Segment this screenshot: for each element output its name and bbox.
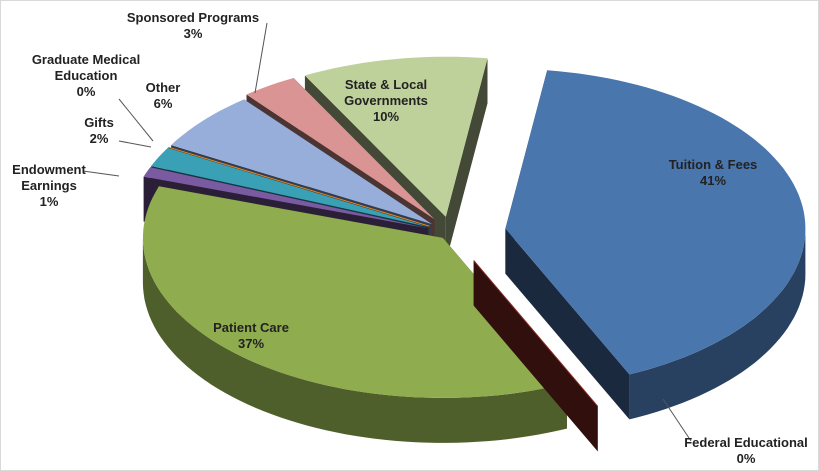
leader-line [118, 140, 152, 148]
leader-line [82, 170, 120, 177]
category-name: Graduate Medical Education [31, 52, 141, 83]
value-label: 41% [699, 173, 727, 188]
leader-line [254, 22, 268, 94]
slice-label: Sponsored Programs 3% [113, 10, 273, 42]
slice-top [304, 56, 488, 217]
category-name: Sponsored Programs [126, 10, 260, 25]
value-label: 10% [372, 109, 400, 124]
slice-label: Federal Educational 0% [671, 435, 818, 467]
slice-wall [445, 58, 488, 262]
category-name: Other [145, 80, 181, 95]
slice-top [171, 99, 432, 225]
category-name: Patient Care [213, 320, 289, 335]
leader-line [118, 98, 154, 142]
slice-label: Gifts 2% [69, 115, 129, 147]
slice-side [142, 237, 567, 443]
slice-label: Graduate Medical Education 0% [26, 52, 146, 100]
slice-wall [505, 228, 630, 420]
slice-top [473, 260, 599, 407]
category-name: Federal Educational [684, 435, 808, 450]
value-label: 3% [183, 26, 203, 41]
slice-label: Endowment Earnings 1% [4, 162, 94, 210]
value-label: 2% [89, 131, 109, 146]
slice-side [629, 228, 806, 420]
slice-wall [473, 260, 598, 452]
slice-top [151, 147, 429, 227]
category-name: Endowment Earnings [12, 162, 86, 193]
value-label: 1% [39, 194, 59, 209]
category-name: Tuition & Fees [668, 157, 758, 172]
slice-top [143, 186, 567, 398]
leader-line [662, 398, 692, 442]
slice-label: Other 6% [133, 80, 193, 112]
slice-label: Patient Care 37% [191, 320, 311, 352]
slice-top [143, 167, 428, 229]
slice-top [168, 146, 430, 227]
value-label: 6% [153, 96, 173, 111]
category-name: Gifts [84, 115, 114, 130]
category-name: State & Local Governments [344, 77, 428, 108]
slice-top [246, 78, 435, 220]
value-label: 37% [237, 336, 265, 351]
slice [505, 70, 806, 420]
value-label: 0% [736, 451, 756, 466]
slice-label: Tuition & Fees 41% [658, 157, 768, 189]
slice-top [505, 70, 806, 375]
slice-label: State & Local Governments 10% [331, 77, 441, 125]
slice [473, 260, 599, 452]
value-label: 0% [76, 84, 96, 99]
